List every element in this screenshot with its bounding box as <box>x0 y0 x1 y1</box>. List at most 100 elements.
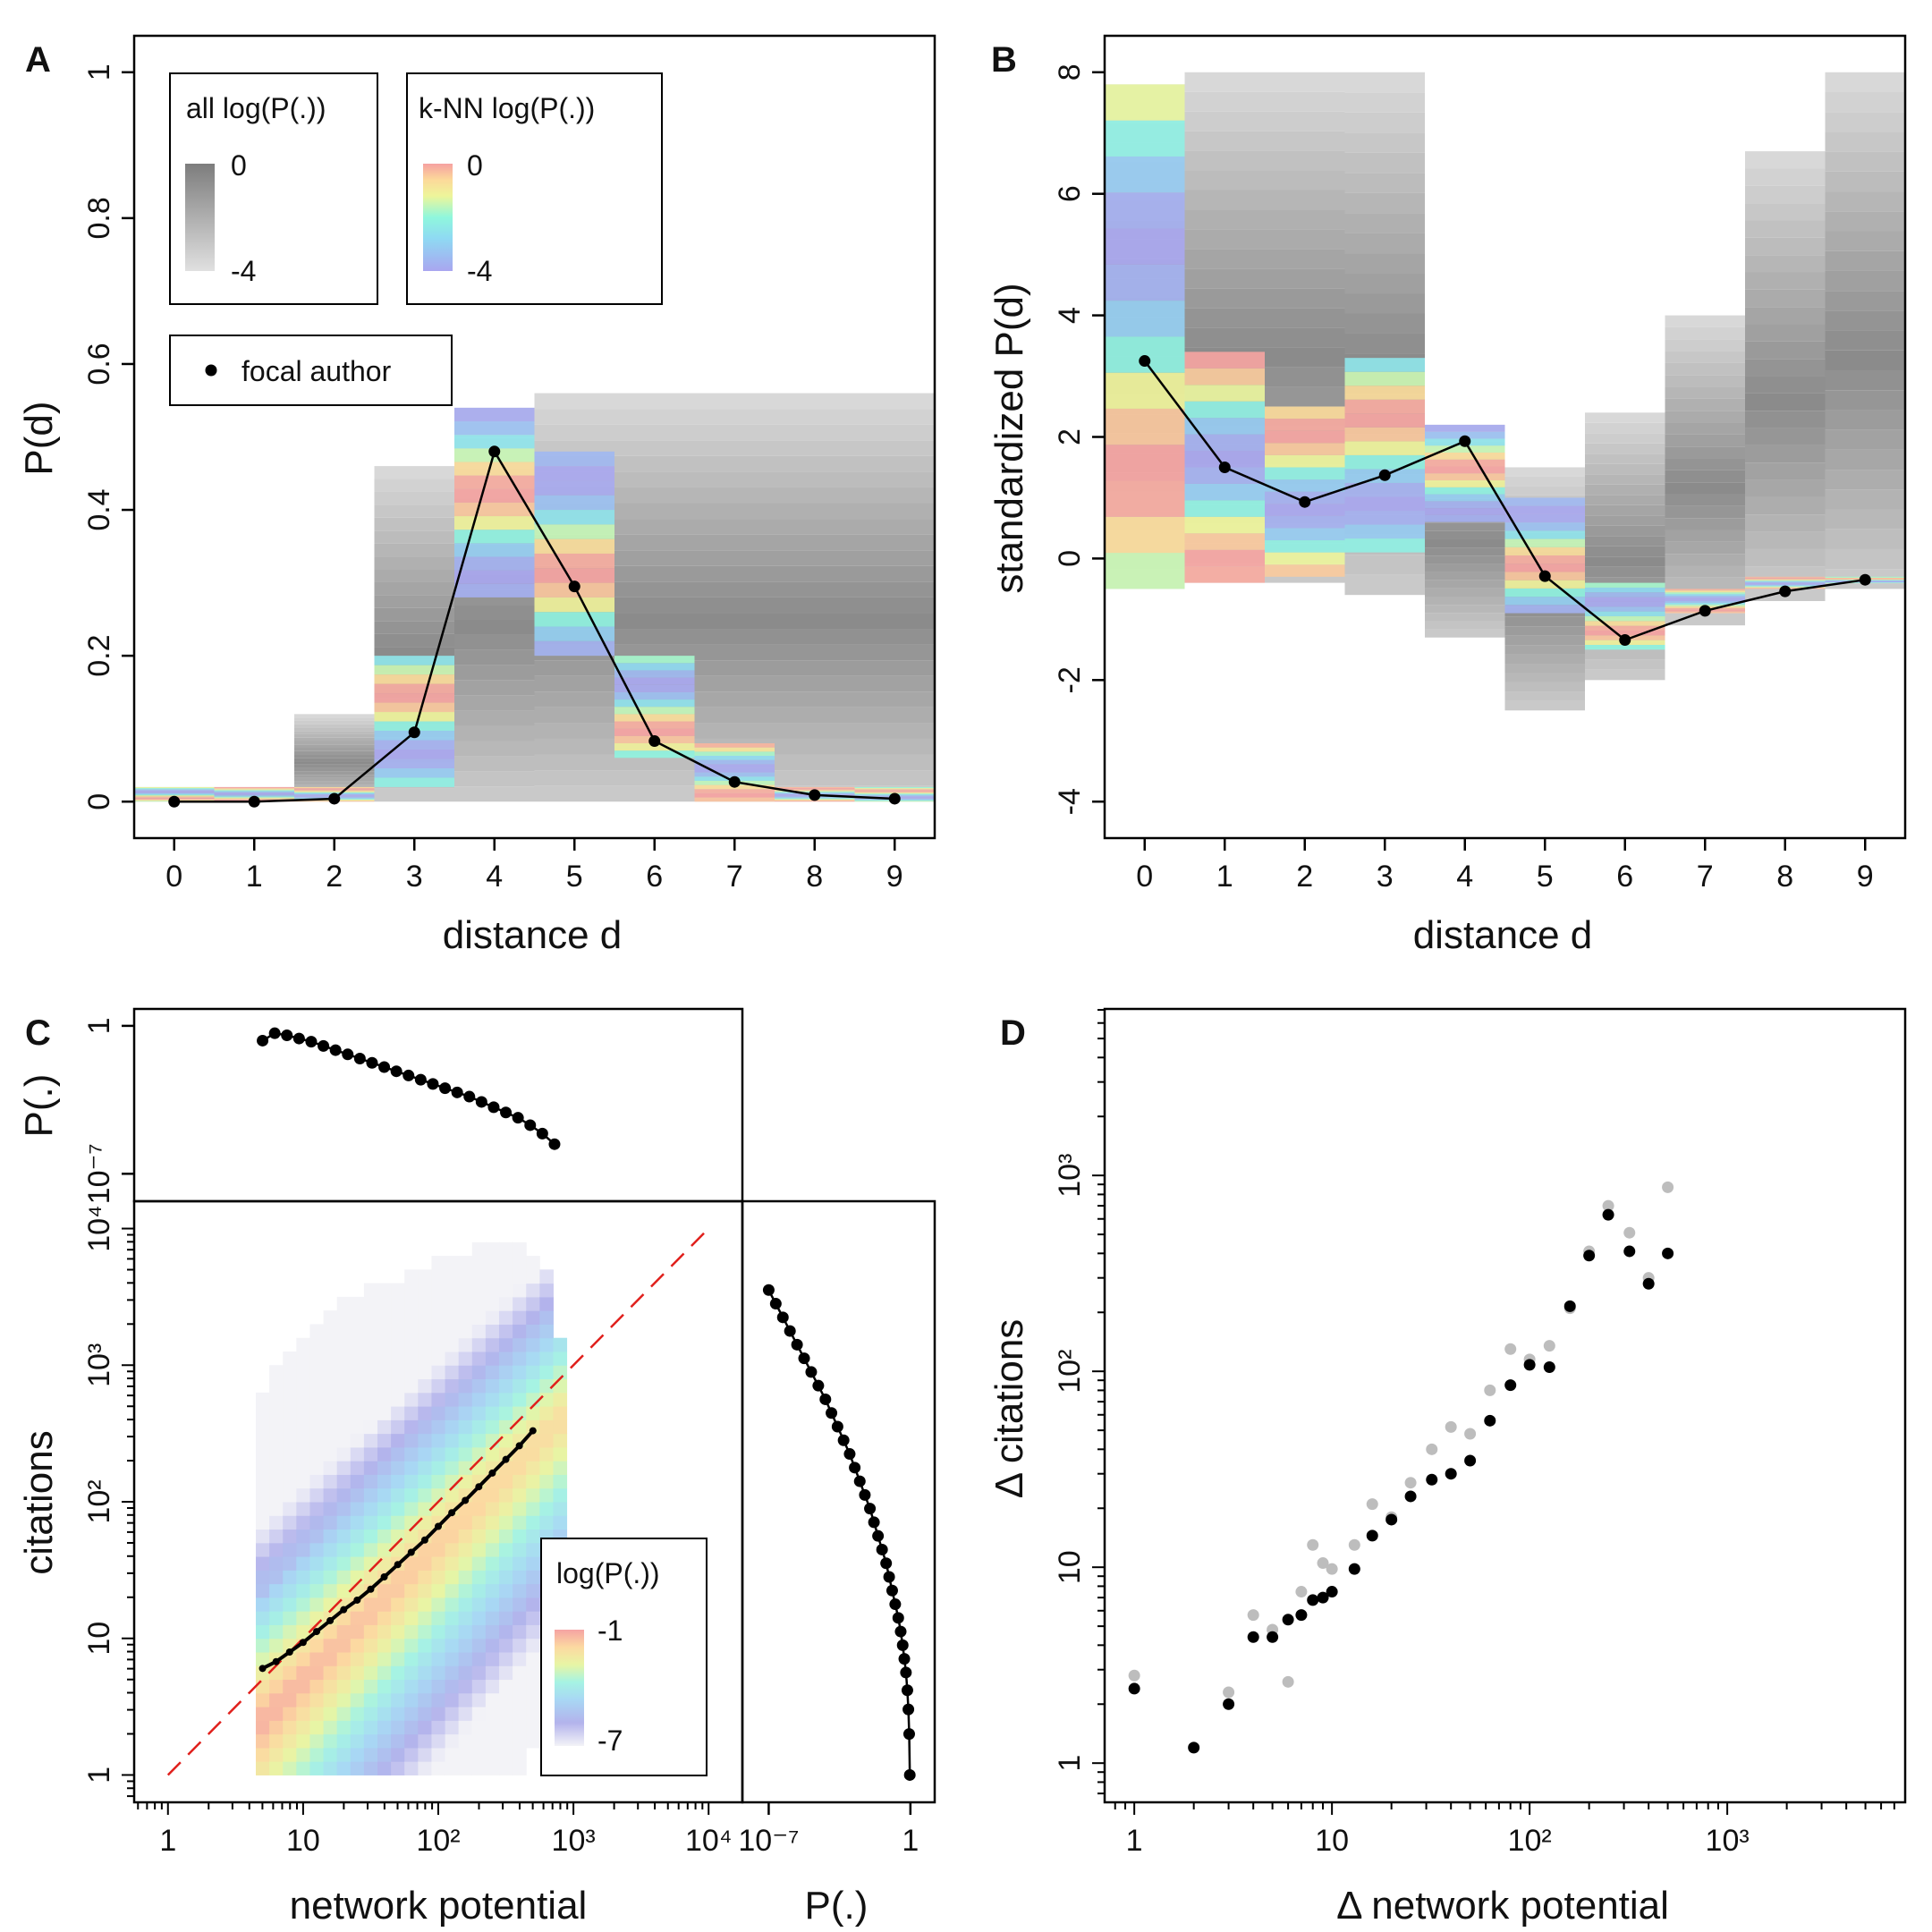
heat-cell-all <box>854 424 935 441</box>
right-marginal-point <box>896 1639 909 1651</box>
heat-cell-knn <box>1105 408 1185 445</box>
heat-cell-all <box>614 471 695 487</box>
heat-cell <box>296 1597 310 1612</box>
heat-cell <box>350 1624 365 1640</box>
heat-cell <box>363 1365 378 1380</box>
heat-cell <box>377 1296 392 1311</box>
y-tick-label: 1 <box>82 64 116 80</box>
heat-cell-knn <box>1585 645 1665 650</box>
y-tick-label: 1 <box>82 1017 116 1034</box>
heat-cell <box>283 1733 297 1749</box>
focal-point <box>488 445 501 458</box>
black-point <box>1282 1614 1294 1626</box>
heat-cell <box>499 1502 513 1516</box>
heat-cell-all <box>1585 412 1665 423</box>
heat-cell <box>458 1692 473 1707</box>
heat-cell <box>526 1624 540 1640</box>
heat-cell <box>296 1583 310 1598</box>
heat-cell-all <box>694 519 775 535</box>
heat-cell <box>363 1474 378 1489</box>
focal-point <box>1619 633 1631 646</box>
heat-cell <box>336 1324 352 1339</box>
heat-cell-all <box>775 629 855 645</box>
heat-cell-knn <box>214 789 294 791</box>
heat-cell-knn <box>1745 581 1826 583</box>
heat-cell-knn <box>1344 358 1425 372</box>
heat-cell <box>296 1392 310 1407</box>
heat-cell-all <box>1585 463 1665 475</box>
heat-cell <box>309 1406 325 1420</box>
heat-cell <box>350 1611 365 1625</box>
heat-cell-all <box>1745 428 1826 445</box>
heat-cell <box>309 1707 325 1721</box>
heat-cell-all <box>1344 273 1425 294</box>
heat-cell <box>309 1446 325 1462</box>
heat-cell-all <box>694 424 775 441</box>
heat-cell <box>418 1461 432 1475</box>
heat-cell <box>485 1570 500 1585</box>
heat-cell-knn <box>454 502 535 517</box>
heat-cell-knn <box>1265 504 1345 516</box>
heat-cell <box>391 1692 405 1707</box>
heat-cell <box>485 1720 500 1735</box>
heat-cell-all <box>1344 233 1425 254</box>
heat-cell <box>404 1707 419 1721</box>
panel-a-frame <box>132 34 936 840</box>
heat-cell-knn <box>1665 590 1745 593</box>
heat-cell-all <box>1665 375 1745 387</box>
legend-all-min: -4 <box>231 255 256 287</box>
heat-cell <box>363 1665 378 1681</box>
heat-cell-all <box>1825 131 1905 152</box>
heat-cell <box>269 1761 284 1775</box>
heat-cell <box>471 1241 487 1257</box>
heat-cell <box>256 1515 270 1530</box>
heat-cell-knn <box>454 462 535 476</box>
heat-cell-all <box>775 519 855 535</box>
heat-cell-all <box>1344 92 1425 113</box>
heat-cell-knn <box>534 466 614 481</box>
heat-cell-all <box>1745 548 1826 567</box>
heat-cell <box>350 1378 365 1394</box>
heat-cell <box>363 1419 378 1435</box>
heat-cell <box>309 1352 325 1366</box>
focal-point <box>1779 585 1792 597</box>
heat-cell <box>363 1283 378 1298</box>
heat-cell-all <box>854 644 935 661</box>
heat-cell <box>336 1747 352 1762</box>
heat-cell <box>431 1352 446 1366</box>
right-marginal-point <box>798 1352 810 1365</box>
heat-cell <box>458 1652 473 1666</box>
heat-cell <box>309 1761 325 1775</box>
legend-all-colorbar <box>185 164 215 271</box>
heat-cell-all <box>1745 168 1826 186</box>
heat-cell-all <box>1825 390 1905 411</box>
heat-cell <box>323 1624 338 1640</box>
heat-cell <box>363 1461 378 1475</box>
heat-cell <box>553 1474 568 1489</box>
heat-cell-all <box>294 748 375 751</box>
heat-cell <box>404 1392 419 1407</box>
right-marginal-point <box>776 1311 789 1324</box>
top-marginal-point <box>292 1032 305 1045</box>
heat-cell <box>283 1352 297 1366</box>
heat-cell <box>269 1365 284 1380</box>
heat-cell-knn <box>294 788 375 790</box>
heat-cell <box>445 1720 460 1735</box>
heat-cell-knn <box>1265 515 1345 529</box>
heat-cell-all <box>1504 616 1585 627</box>
heat-cell-all <box>694 723 775 739</box>
heat-cell-all <box>614 440 695 456</box>
heat-cell <box>526 1652 540 1666</box>
black-point <box>1267 1631 1279 1643</box>
heat-cell-all <box>1745 185 1826 204</box>
heat-cell <box>283 1720 297 1735</box>
heat-cell <box>471 1324 487 1339</box>
heat-cell <box>526 1665 540 1681</box>
heat-cell <box>539 1324 554 1339</box>
heat-cell <box>323 1352 338 1366</box>
heat-cell <box>431 1747 446 1762</box>
legend-focal-label: focal author <box>242 355 392 387</box>
heat-cell <box>526 1296 540 1311</box>
heat-cell <box>309 1665 325 1681</box>
